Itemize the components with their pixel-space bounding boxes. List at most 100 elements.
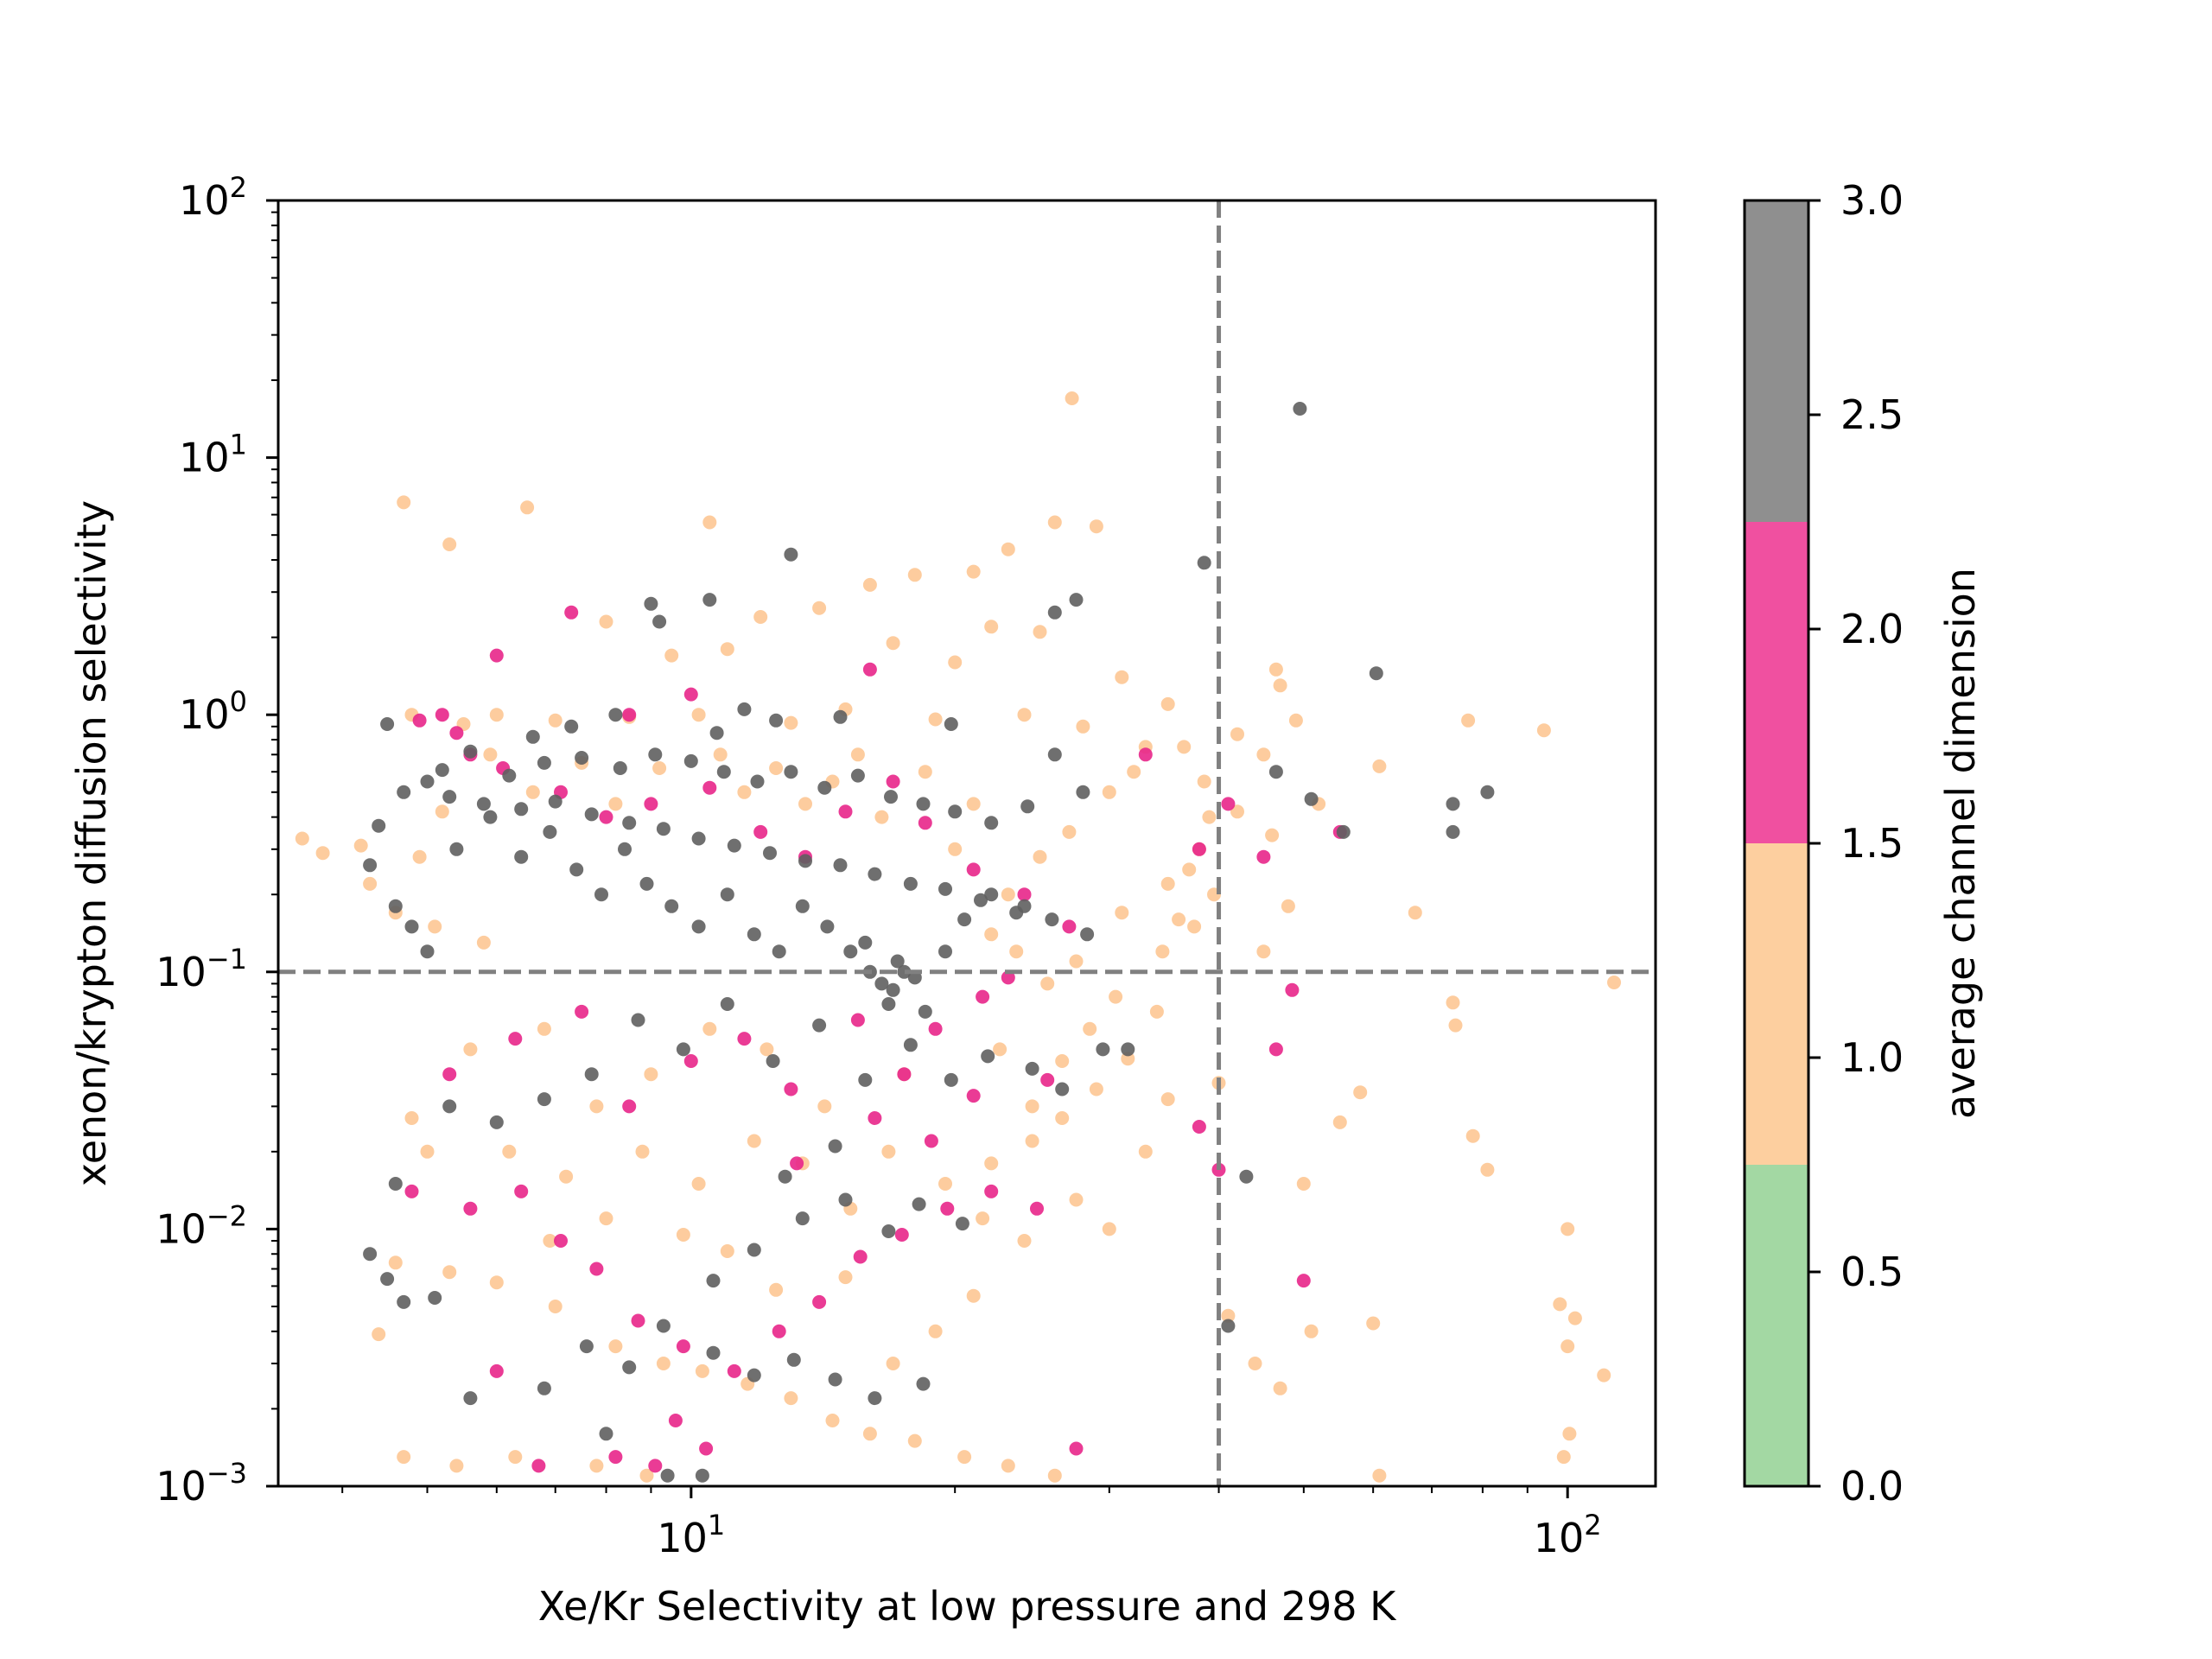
data-point xyxy=(543,1234,557,1248)
data-point xyxy=(548,1300,563,1313)
data-point xyxy=(1080,927,1095,942)
data-point xyxy=(295,831,309,846)
data-point xyxy=(1096,1042,1110,1057)
data-point xyxy=(691,708,706,722)
data-point xyxy=(907,1433,922,1448)
data-point xyxy=(1089,519,1103,534)
data-point xyxy=(683,753,698,768)
data-point xyxy=(589,1262,604,1276)
data-point xyxy=(1256,747,1271,762)
data-point xyxy=(778,1169,792,1184)
data-point xyxy=(442,1067,457,1082)
data-point xyxy=(404,1111,419,1125)
data-point xyxy=(1560,1222,1575,1236)
data-point xyxy=(644,1067,658,1082)
colorbar-ticks: 0.0 0.5 1.0 1.5 2.0 2.5 3.0 xyxy=(1808,177,1904,1510)
data-point xyxy=(1192,842,1206,856)
data-point xyxy=(1273,1381,1287,1395)
data-point xyxy=(772,944,786,959)
data-point xyxy=(691,1177,706,1191)
data-point xyxy=(868,1391,882,1406)
data-point xyxy=(772,1324,786,1338)
data-point xyxy=(1296,1177,1311,1191)
data-point xyxy=(1033,625,1047,639)
data-point xyxy=(820,919,835,934)
data-point xyxy=(363,858,378,873)
data-point xyxy=(881,1224,896,1238)
data-point xyxy=(984,816,999,830)
data-point xyxy=(833,709,848,724)
data-point xyxy=(1001,542,1015,556)
data-point xyxy=(508,1450,523,1465)
data-point xyxy=(668,1414,683,1427)
data-point xyxy=(769,1282,784,1297)
data-point xyxy=(412,713,427,728)
data-point xyxy=(786,1352,801,1367)
data-point xyxy=(747,1134,761,1148)
data-point xyxy=(635,1144,650,1159)
data-point xyxy=(435,763,449,778)
data-point xyxy=(622,1360,637,1375)
data-point xyxy=(548,713,563,728)
data-point xyxy=(1030,1201,1044,1216)
data-point xyxy=(353,838,368,853)
data-point xyxy=(924,1134,938,1148)
data-point xyxy=(1446,995,1460,1010)
data-point xyxy=(622,1099,637,1114)
data-point xyxy=(993,1042,1007,1057)
data-point xyxy=(613,761,627,775)
data-point xyxy=(1109,989,1123,1004)
data-point xyxy=(984,887,999,902)
data-point xyxy=(886,636,900,651)
data-point xyxy=(404,919,419,934)
data-point xyxy=(699,1441,714,1456)
data-point xyxy=(1248,1357,1262,1370)
data-point xyxy=(463,1201,478,1216)
data-point xyxy=(525,785,540,799)
colorbar-tick-label: 0.0 xyxy=(1840,1463,1904,1510)
data-point xyxy=(828,1139,842,1154)
data-point xyxy=(652,614,667,629)
data-point xyxy=(727,838,741,853)
data-point xyxy=(1293,402,1307,416)
data-point xyxy=(1336,824,1351,839)
data-point xyxy=(1017,1234,1032,1248)
data-point xyxy=(966,797,981,811)
data-point xyxy=(976,989,990,1004)
data-point xyxy=(1009,944,1024,959)
data-point xyxy=(817,1099,832,1114)
data-point xyxy=(1040,976,1055,991)
data-point xyxy=(706,1345,721,1360)
data-point xyxy=(1065,391,1079,405)
data-point xyxy=(737,785,752,799)
data-point xyxy=(966,1089,981,1103)
data-point xyxy=(1560,1339,1575,1354)
data-point xyxy=(502,1144,517,1159)
data-point xyxy=(753,824,768,839)
data-point xyxy=(639,876,654,891)
data-point xyxy=(912,1197,926,1211)
data-point xyxy=(1069,1441,1084,1456)
data-point xyxy=(1069,1192,1084,1207)
data-point xyxy=(388,1255,403,1270)
data-point xyxy=(1256,849,1271,864)
data-point xyxy=(1288,713,1303,728)
data-point xyxy=(1076,785,1090,799)
data-point xyxy=(1366,1316,1381,1331)
data-point xyxy=(944,717,958,731)
data-point xyxy=(843,944,858,959)
data-point xyxy=(1047,747,1062,762)
data-point xyxy=(763,846,777,861)
data-point xyxy=(404,1184,419,1198)
data-point xyxy=(564,719,579,734)
data-point xyxy=(1083,1021,1097,1036)
data-point xyxy=(886,1357,900,1370)
series-dim-1 xyxy=(295,391,1621,1483)
data-point xyxy=(442,1265,457,1280)
data-point xyxy=(695,1363,709,1378)
reference-lines xyxy=(278,200,1656,1486)
data-point xyxy=(520,500,535,515)
series-dim-3 xyxy=(363,402,1495,1483)
data-point xyxy=(918,816,932,830)
data-point xyxy=(575,751,589,765)
